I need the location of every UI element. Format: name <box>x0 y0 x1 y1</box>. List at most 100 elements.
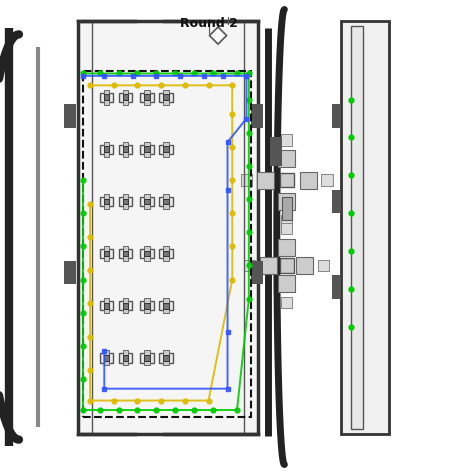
Bar <box>104 151 109 157</box>
Bar <box>64 261 76 284</box>
Bar <box>123 146 128 152</box>
Bar <box>64 104 76 128</box>
Bar <box>281 297 292 308</box>
Bar <box>260 257 277 274</box>
Bar <box>104 308 109 313</box>
Bar <box>163 360 169 365</box>
Bar <box>280 173 294 187</box>
Bar <box>163 94 169 100</box>
Bar <box>140 197 154 206</box>
Bar <box>257 172 274 189</box>
Bar <box>123 298 128 304</box>
Bar <box>159 249 173 258</box>
Bar <box>144 99 150 105</box>
Bar <box>104 203 109 209</box>
Text: Round 2: Round 2 <box>180 17 237 29</box>
Bar <box>144 308 150 313</box>
Bar <box>123 251 128 256</box>
Bar <box>144 360 150 365</box>
Bar <box>123 203 128 209</box>
Bar <box>281 223 292 234</box>
Bar <box>300 172 317 189</box>
Bar <box>119 197 132 206</box>
Bar <box>123 350 128 356</box>
Bar <box>83 71 251 417</box>
Bar <box>282 197 292 220</box>
Bar <box>144 246 150 252</box>
Bar <box>296 257 313 274</box>
Bar <box>104 199 109 204</box>
Bar <box>163 151 169 157</box>
Bar <box>100 249 113 258</box>
Bar <box>104 298 109 304</box>
Bar <box>123 246 128 252</box>
Bar <box>159 353 173 363</box>
Bar <box>159 145 173 154</box>
Bar <box>281 134 292 146</box>
Bar <box>123 255 128 261</box>
Bar <box>159 92 173 102</box>
Bar <box>163 308 169 313</box>
Bar <box>280 258 294 273</box>
Bar <box>119 249 132 258</box>
Bar <box>144 255 150 261</box>
Bar <box>144 350 150 356</box>
Bar <box>104 255 109 261</box>
Bar <box>351 26 363 429</box>
Bar <box>104 142 109 147</box>
Bar <box>104 99 109 105</box>
Bar <box>144 142 150 147</box>
Bar <box>123 99 128 105</box>
Bar <box>104 350 109 356</box>
Bar <box>123 142 128 147</box>
Bar <box>332 104 341 128</box>
Bar <box>332 190 341 213</box>
Bar <box>140 92 154 102</box>
Bar <box>104 194 109 200</box>
Bar <box>163 90 169 95</box>
Bar <box>104 146 109 152</box>
Bar <box>163 146 169 152</box>
Bar <box>123 199 128 204</box>
Bar <box>163 199 169 204</box>
Bar <box>104 355 109 361</box>
Bar <box>119 301 132 310</box>
Bar <box>119 145 132 154</box>
Bar <box>104 246 109 252</box>
Bar <box>278 239 295 256</box>
Bar <box>123 90 128 95</box>
Bar <box>278 193 295 210</box>
Bar <box>341 21 389 434</box>
Bar <box>159 197 173 206</box>
Bar <box>144 298 150 304</box>
Bar <box>163 203 169 209</box>
Bar <box>163 298 169 304</box>
Bar <box>78 21 258 434</box>
Bar <box>244 260 255 271</box>
Bar <box>163 246 169 252</box>
Bar <box>100 353 113 363</box>
Bar <box>123 303 128 309</box>
Bar <box>318 260 329 271</box>
Bar <box>163 255 169 261</box>
Bar <box>100 145 113 154</box>
Bar <box>123 355 128 361</box>
Bar <box>140 145 154 154</box>
Bar <box>123 151 128 157</box>
Bar <box>144 194 150 200</box>
Bar <box>163 350 169 356</box>
Bar <box>123 360 128 365</box>
Bar <box>104 251 109 256</box>
Bar <box>163 355 169 361</box>
Bar <box>104 90 109 95</box>
Bar <box>123 308 128 313</box>
Bar <box>278 150 295 167</box>
Bar <box>278 275 295 292</box>
Bar <box>140 249 154 258</box>
Bar <box>144 151 150 157</box>
Bar <box>119 92 132 102</box>
Bar <box>140 301 154 310</box>
Bar <box>100 92 113 102</box>
Bar <box>241 174 252 186</box>
Bar <box>144 203 150 209</box>
